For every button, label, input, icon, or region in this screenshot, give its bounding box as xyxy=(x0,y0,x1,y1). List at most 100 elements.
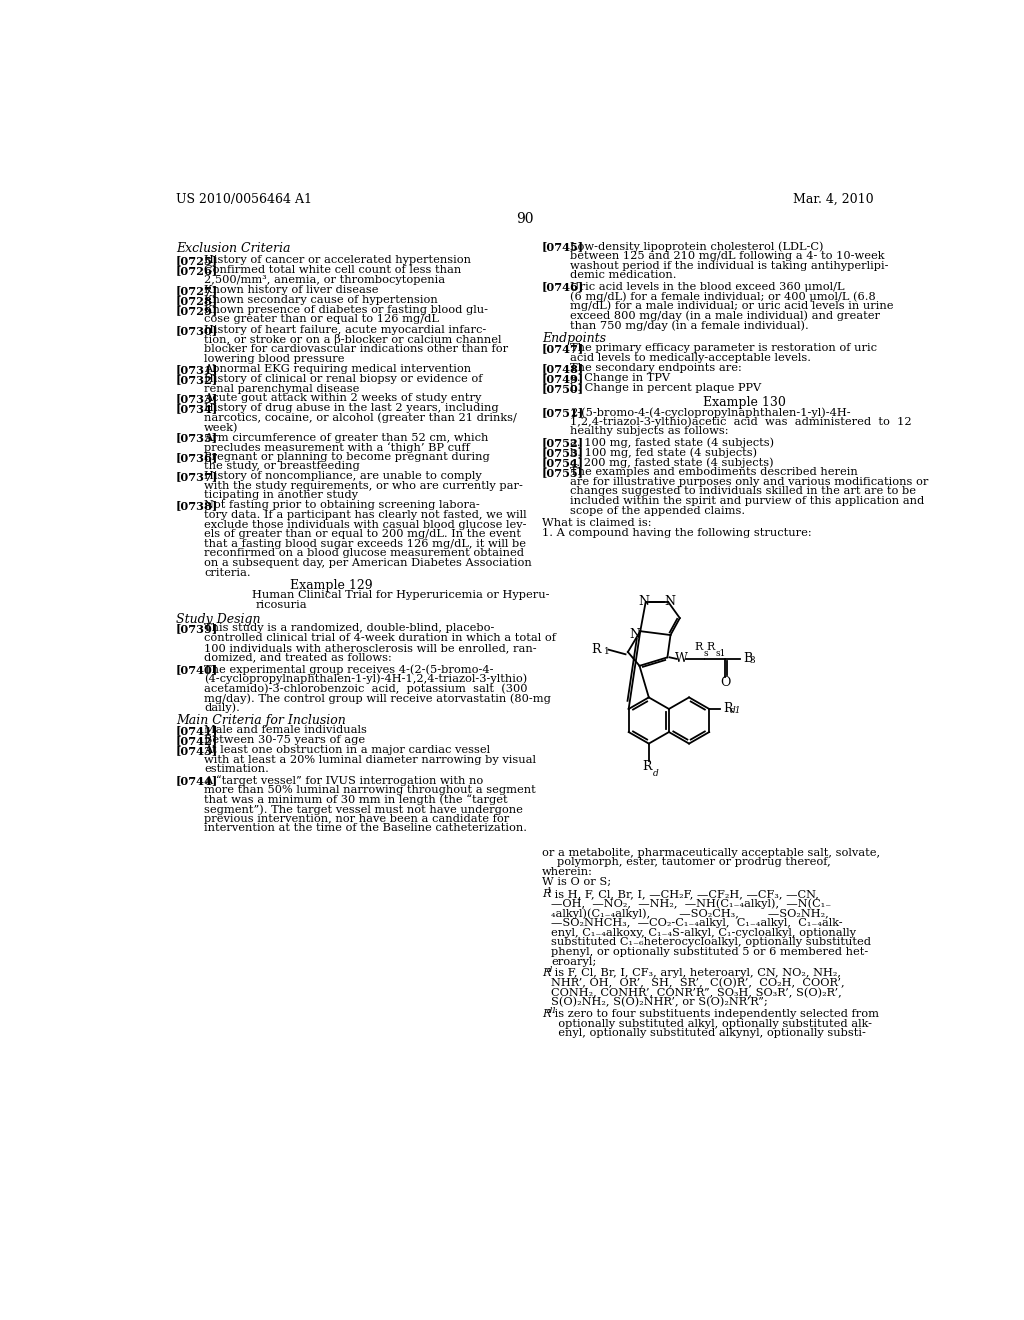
Text: daily).: daily). xyxy=(204,702,240,713)
Text: The secondary endpoints are:: The secondary endpoints are: xyxy=(569,363,741,374)
Text: 2-(5-bromo-4-(4-cyclopropylnaphthalen-1-yl)-4H-: 2-(5-bromo-4-(4-cyclopropylnaphthalen-1-… xyxy=(569,407,850,417)
Text: W: W xyxy=(675,652,688,665)
Text: 1: 1 xyxy=(547,887,553,895)
Text: R: R xyxy=(694,642,702,652)
Text: [0754]: [0754] xyxy=(542,457,584,469)
Text: segment”). The target vessel must not have undergone: segment”). The target vessel must not ha… xyxy=(204,804,523,814)
Text: [0750]: [0750] xyxy=(542,383,584,395)
Text: with the study requirements, or who are currently par-: with the study requirements, or who are … xyxy=(204,480,523,491)
Text: [0731]: [0731] xyxy=(176,364,218,375)
Text: Example 129: Example 129 xyxy=(290,579,373,591)
Text: Confirmed total white cell count of less than: Confirmed total white cell count of less… xyxy=(204,265,461,276)
Text: A “target vessel” for IVUS interrogation with no: A “target vessel” for IVUS interrogation… xyxy=(204,775,483,785)
Text: NHR’, OH,  OR’,  SH,  SR’,  C(O)R’,  CO₂H,  COOR’,: NHR’, OH, OR’, SH, SR’, C(O)R’, CO₂H, CO… xyxy=(551,978,845,989)
Text: d1: d1 xyxy=(729,706,740,715)
Text: Example 130: Example 130 xyxy=(702,396,785,409)
Text: mg/dL) for a male individual; or uric acid levels in urine: mg/dL) for a male individual; or uric ac… xyxy=(569,301,893,312)
Text: [0737]: [0737] xyxy=(176,471,218,482)
Text: [0727]: [0727] xyxy=(176,285,218,296)
Text: [0745]: [0745] xyxy=(542,242,584,252)
Text: [0725]: [0725] xyxy=(176,256,218,267)
Text: d: d xyxy=(652,770,658,777)
Text: Not fasting prior to obtaining screening labora-: Not fasting prior to obtaining screening… xyxy=(204,500,479,511)
Text: Between 30-75 years of age: Between 30-75 years of age xyxy=(204,735,366,744)
Text: narcotics, cocaine, or alcohol (greater than 21 drinks/: narcotics, cocaine, or alcohol (greater … xyxy=(204,413,517,424)
Text: [0729]: [0729] xyxy=(176,305,218,315)
Text: mg/day). The control group will receive atorvastatin (80-mg: mg/day). The control group will receive … xyxy=(204,693,551,704)
Text: [0742]: [0742] xyxy=(176,735,218,746)
Text: [0730]: [0730] xyxy=(176,325,218,335)
Text: exclude those individuals with casual blood glucose lev-: exclude those individuals with casual bl… xyxy=(204,520,526,529)
Text: domized, and treated as follows:: domized, and treated as follows: xyxy=(204,652,392,663)
Text: blocker for cardiovascular indications other than for: blocker for cardiovascular indications o… xyxy=(204,345,508,354)
Text: [0746]: [0746] xyxy=(542,281,584,293)
Text: optionally substituted alkyl, optionally substituted alk-: optionally substituted alkyl, optionally… xyxy=(551,1019,872,1028)
Text: els of greater than or equal to 200 mg/dL. In the event: els of greater than or equal to 200 mg/d… xyxy=(204,529,521,539)
Text: B: B xyxy=(743,652,753,665)
Text: The experimental group receives 4-(2-(5-bromo-4-: The experimental group receives 4-(2-(5-… xyxy=(204,664,494,675)
Text: [0747]: [0747] xyxy=(542,343,584,354)
Text: changes suggested to individuals skilled in the art are to be: changes suggested to individuals skilled… xyxy=(569,487,915,496)
Text: more than 50% luminal narrowing throughout a segment: more than 50% luminal narrowing througho… xyxy=(204,785,536,795)
Text: [0738]: [0738] xyxy=(176,500,218,511)
Text: History of cancer or accelerated hypertension: History of cancer or accelerated hyperte… xyxy=(204,256,471,265)
Text: b. Change in percent plaque PPV: b. Change in percent plaque PPV xyxy=(569,383,761,393)
Text: R: R xyxy=(542,890,551,899)
Text: R: R xyxy=(591,643,601,656)
Text: [0752]: [0752] xyxy=(542,437,584,449)
Text: R: R xyxy=(542,969,551,978)
Text: with at least a 20% luminal diameter narrowing by visual: with at least a 20% luminal diameter nar… xyxy=(204,755,536,764)
Text: 1,2,4-triazol-3-ylthio)acetic  acid  was  administered  to  12: 1,2,4-triazol-3-ylthio)acetic acid was a… xyxy=(569,417,911,428)
Text: the study, or breastfeeding: the study, or breastfeeding xyxy=(204,462,359,471)
Text: The examples and embodiments described herein: The examples and embodiments described h… xyxy=(569,467,857,477)
Text: CONH₂, CONHR’, CONR’R”, SO₃H, SO₃R’, S(O)₂R’,: CONH₂, CONHR’, CONR’R”, SO₃H, SO₃R’, S(O… xyxy=(551,987,842,998)
Text: Arm circumference of greater than 52 cm, which: Arm circumference of greater than 52 cm,… xyxy=(204,433,488,442)
Text: Main Criteria for Inclusion: Main Criteria for Inclusion xyxy=(176,714,346,727)
Text: What is claimed is:: What is claimed is: xyxy=(542,517,651,528)
Text: 90: 90 xyxy=(516,213,534,226)
Text: wherein:: wherein: xyxy=(542,867,593,876)
Text: S(O)₂NH₂, S(O)₂NHR’, or S(O)₂NR’R”;: S(O)₂NH₂, S(O)₂NHR’, or S(O)₂NR’R”; xyxy=(551,998,768,1007)
Text: Pregnant or planning to become pregnant during: Pregnant or planning to become pregnant … xyxy=(204,451,489,462)
Text: a. 100 mg, fasted state (4 subjects): a. 100 mg, fasted state (4 subjects) xyxy=(569,437,774,447)
Text: 1. A compound having the following structure:: 1. A compound having the following struc… xyxy=(542,528,811,539)
Text: R: R xyxy=(707,642,715,652)
Text: criteria.: criteria. xyxy=(204,568,251,578)
Text: acid levels to medically-acceptable levels.: acid levels to medically-acceptable leve… xyxy=(569,352,811,363)
Text: Known history of liver disease: Known history of liver disease xyxy=(204,285,379,294)
Text: controlled clinical trial of 4-week duration in which a total of: controlled clinical trial of 4-week dura… xyxy=(204,634,556,643)
Text: [0753]: [0753] xyxy=(542,447,584,458)
Text: eroaryl;: eroaryl; xyxy=(551,957,596,966)
Text: scope of the appended claims.: scope of the appended claims. xyxy=(569,506,744,516)
Text: a. Change in TPV: a. Change in TPV xyxy=(569,374,670,383)
Text: Male and female individuals: Male and female individuals xyxy=(204,725,367,735)
Text: enyl, optionally substituted alkynyl, optionally substi-: enyl, optionally substituted alkynyl, op… xyxy=(551,1028,866,1039)
Text: [0743]: [0743] xyxy=(176,744,218,756)
Text: lowering blood pressure: lowering blood pressure xyxy=(204,354,344,363)
Text: [0739]: [0739] xyxy=(176,623,218,635)
Text: The primary efficacy parameter is restoration of uric: The primary efficacy parameter is restor… xyxy=(569,343,877,354)
Text: History of clinical or renal biopsy or evidence of: History of clinical or renal biopsy or e… xyxy=(204,374,482,384)
Text: substituted C₁₋₆heterocycloalkyl, optionally substituted: substituted C₁₋₆heterocycloalkyl, option… xyxy=(551,937,871,948)
Text: W is O or S;: W is O or S; xyxy=(542,876,611,887)
Text: Mar. 4, 2010: Mar. 4, 2010 xyxy=(793,193,873,206)
Text: than 750 mg/day (in a female individual).: than 750 mg/day (in a female individual)… xyxy=(569,321,809,331)
Text: (4-cyclopropylnaphthalen-1-yl)-4H-1,2,4-triazol-3-ylthio): (4-cyclopropylnaphthalen-1-yl)-4H-1,2,4-… xyxy=(204,675,527,685)
Text: that a fasting blood sugar exceeds 126 mg/dL, it will be: that a fasting blood sugar exceeds 126 m… xyxy=(204,539,526,549)
Text: Exclusion Criteria: Exclusion Criteria xyxy=(176,242,291,255)
Text: R: R xyxy=(542,1010,551,1019)
Text: R: R xyxy=(723,702,732,715)
Text: tion, or stroke or on a β-blocker or calcium channel: tion, or stroke or on a β-blocker or cal… xyxy=(204,334,502,346)
Text: R: R xyxy=(642,760,652,774)
Text: exceed 800 mg/day (in a male individual) and greater: exceed 800 mg/day (in a male individual)… xyxy=(569,310,880,321)
Text: [0749]: [0749] xyxy=(542,374,584,384)
Text: Known presence of diabetes or fasting blood glu-: Known presence of diabetes or fasting bl… xyxy=(204,305,488,314)
Text: Known secondary cause of hypertension: Known secondary cause of hypertension xyxy=(204,294,437,305)
Text: reconfirmed on a blood glucose measurement obtained: reconfirmed on a blood glucose measureme… xyxy=(204,548,524,558)
Text: Study Design: Study Design xyxy=(176,612,260,626)
Text: previous intervention, nor have been a candidate for: previous intervention, nor have been a c… xyxy=(204,813,509,824)
Text: 100 individuals with atherosclerosis will be enrolled, ran-: 100 individuals with atherosclerosis wil… xyxy=(204,643,537,652)
Text: demic medication.: demic medication. xyxy=(569,271,676,280)
Text: This study is a randomized, double-blind, placebo-: This study is a randomized, double-blind… xyxy=(204,623,495,634)
Text: N: N xyxy=(639,594,649,607)
